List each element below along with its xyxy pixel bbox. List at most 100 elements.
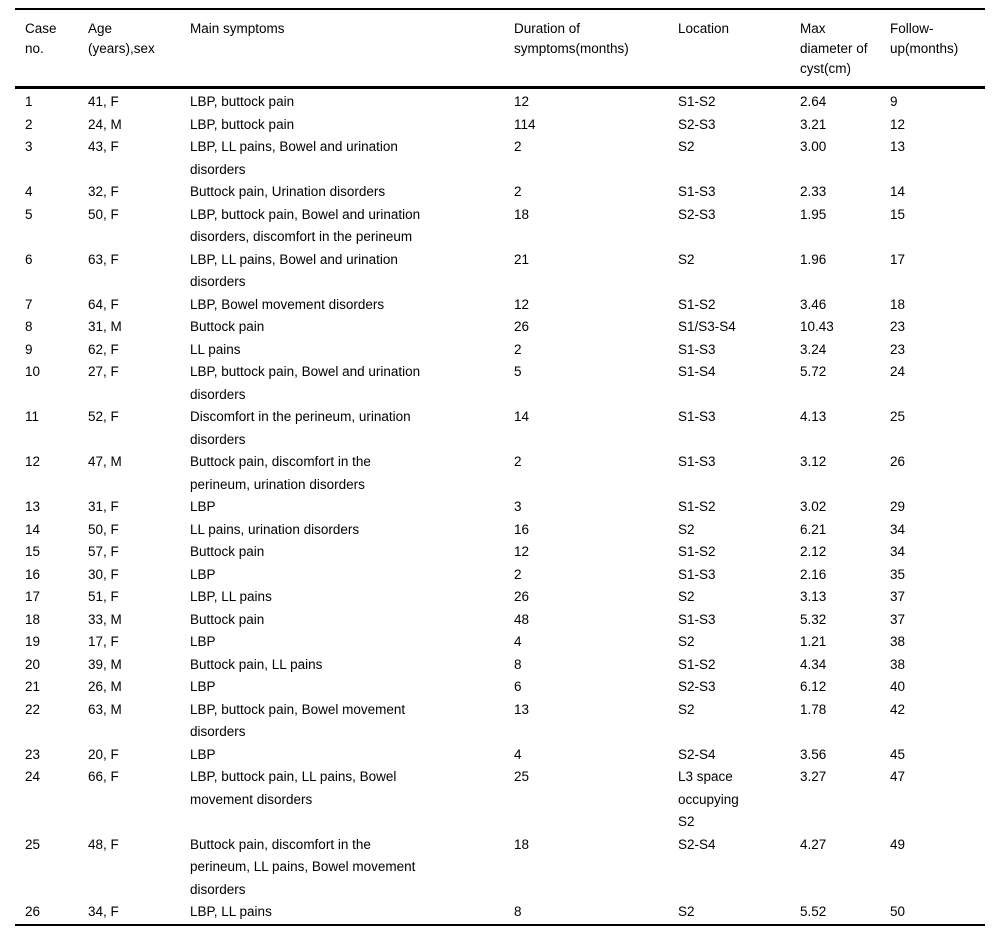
cell-main_symptoms: LBP, LL pains, Bowel and urination disor… bbox=[190, 251, 398, 290]
column-header-age-sex: Age (years),sex bbox=[78, 9, 180, 89]
cell-max_diameter: 3.46 bbox=[800, 296, 827, 312]
cell-location: S1-S3 bbox=[678, 409, 716, 424]
cell-case_no: 21 bbox=[25, 679, 41, 694]
table-row: 10 27, F LBP, buttock pain, Bowel and urin… bbox=[15, 361, 985, 406]
cell-max_diameter: 1.21 bbox=[800, 634, 827, 649]
cell-main_symptoms: LBP, buttock pain, LL pains, Bowel movem… bbox=[190, 769, 397, 807]
cell-max_diameter: 3.00 bbox=[800, 139, 827, 154]
cell-main_symptoms: LL pains, urination disorders bbox=[190, 521, 360, 537]
table-row: 12 47, M Buttock pain, discomfort in the p… bbox=[15, 451, 985, 496]
cell-max_diameter: 4.34 bbox=[800, 656, 827, 672]
table-row: 14 50, F LL pains, urination disorders 16 S2… bbox=[15, 519, 985, 542]
cell-age_sex: 39, M bbox=[88, 656, 122, 672]
cell-duration: 2 bbox=[514, 454, 522, 469]
cell-location: S1-S3 bbox=[678, 341, 716, 357]
cell-duration: 2 bbox=[514, 139, 522, 154]
cell-age_sex: 31, F bbox=[88, 499, 119, 514]
cell-max_diameter: 6.21 bbox=[800, 521, 827, 537]
table-row: 8 31, M Buttock pain 26 S1/S3-S4 10.43 23 bbox=[15, 316, 985, 339]
cell-age_sex: 52, F bbox=[88, 409, 119, 424]
cell-case_no: 5 bbox=[25, 206, 33, 222]
cell-max_diameter: 3.56 bbox=[800, 746, 827, 762]
cell-max_diameter: 2.16 bbox=[800, 566, 827, 582]
cell-case_no: 4 bbox=[25, 184, 33, 199]
table-row: 24 66, F LBP, buttock pain, LL pains, Bowe… bbox=[15, 766, 985, 834]
table-row: 26 34, F LBP, LL pains 8 S2 5.52 50 bbox=[15, 901, 985, 925]
cell-location: S1-S2 bbox=[678, 94, 716, 109]
cell-duration: 16 bbox=[514, 521, 530, 537]
cell-follow_up: 14 bbox=[890, 184, 906, 199]
cell-case_no: 9 bbox=[25, 341, 33, 357]
cell-age_sex: 62, F bbox=[88, 341, 119, 357]
cell-follow_up: 13 bbox=[890, 139, 906, 154]
cell-location: S1-S2 bbox=[678, 296, 716, 312]
header-row: Case no. Age (years),sex Main symptoms D… bbox=[15, 9, 985, 89]
cell-duration: 2 bbox=[514, 184, 522, 199]
cell-follow_up: 45 bbox=[890, 746, 906, 762]
cell-duration: 26 bbox=[514, 589, 530, 604]
cell-duration: 21 bbox=[514, 251, 530, 267]
cell-follow_up: 12 bbox=[890, 116, 906, 132]
cell-max_diameter: 2.33 bbox=[800, 184, 827, 199]
cell-case_no: 3 bbox=[25, 139, 33, 154]
table-row: 2 24, M LBP, buttock pain 114 S2-S3 3.21 12 bbox=[15, 114, 985, 137]
table-row: 4 32, F Buttock pain, Urination disorders 2… bbox=[15, 181, 985, 204]
cell-max_diameter: 3.13 bbox=[800, 589, 827, 604]
cell-main_symptoms: LBP, buttock pain, Bowel and urination d… bbox=[190, 206, 421, 245]
table-row: 17 51, F LBP, LL pains 26 S2 3.13 37 bbox=[15, 586, 985, 609]
cell-main_symptoms: Buttock pain, discomfort in the perineum… bbox=[190, 836, 416, 897]
cell-location: S1-S3 bbox=[678, 184, 716, 199]
cell-follow_up: 40 bbox=[890, 679, 906, 694]
clinical-cases-table: Case no. Age (years),sex Main symptoms D… bbox=[15, 8, 985, 926]
table-row: 6 63, F LBP, LL pains, Bowel and urination… bbox=[15, 249, 985, 294]
cell-location: S2 bbox=[678, 521, 695, 537]
cell-duration: 8 bbox=[514, 904, 522, 919]
cell-follow_up: 50 bbox=[890, 904, 906, 919]
cell-duration: 26 bbox=[514, 319, 530, 334]
cell-duration: 13 bbox=[514, 701, 530, 717]
cell-follow_up: 26 bbox=[890, 454, 906, 469]
cell-main_symptoms: LBP bbox=[190, 499, 216, 514]
cell-duration: 6 bbox=[514, 679, 522, 694]
table-row: 21 26, M LBP 6 S2-S3 6.12 40 bbox=[15, 676, 985, 699]
cell-location: S1-S3 bbox=[678, 611, 716, 627]
cell-age_sex: 26, M bbox=[88, 679, 122, 694]
table-row: 23 20, F LBP 4 S2-S4 3.56 45 bbox=[15, 744, 985, 767]
cell-case_no: 26 bbox=[25, 904, 41, 919]
cell-main_symptoms: Buttock pain bbox=[190, 319, 265, 334]
cell-case_no: 2 bbox=[25, 116, 33, 132]
cell-max_diameter: 1.78 bbox=[800, 701, 827, 717]
cell-case_no: 13 bbox=[25, 499, 41, 514]
cell-case_no: 19 bbox=[25, 634, 41, 649]
cell-main_symptoms: LBP, LL pains, Bowel and urination disor… bbox=[190, 139, 398, 177]
cell-case_no: 24 bbox=[25, 769, 41, 784]
cell-age_sex: 17, F bbox=[88, 634, 119, 649]
cell-age_sex: 57, F bbox=[88, 544, 119, 559]
cell-follow_up: 34 bbox=[890, 544, 906, 559]
cell-follow_up: 49 bbox=[890, 836, 906, 852]
cell-follow_up: 38 bbox=[890, 656, 906, 672]
cell-follow_up: 23 bbox=[890, 319, 906, 334]
cell-follow_up: 34 bbox=[890, 521, 906, 537]
cell-case_no: 18 bbox=[25, 611, 41, 627]
cell-main_symptoms: Buttock pain, discomfort in the perineum… bbox=[190, 454, 371, 492]
cell-age_sex: 51, F bbox=[88, 589, 119, 604]
cell-case_no: 16 bbox=[25, 566, 41, 582]
cell-follow_up: 35 bbox=[890, 566, 906, 582]
cell-location: S1-S4 bbox=[678, 364, 716, 379]
cell-main_symptoms: Discomfort in the perineum, urination di… bbox=[190, 409, 411, 447]
cell-main_symptoms: LBP bbox=[190, 679, 216, 694]
cell-location: S2-S3 bbox=[678, 116, 716, 132]
cell-max_diameter: 4.27 bbox=[800, 836, 827, 852]
cell-follow_up: 37 bbox=[890, 589, 906, 604]
table-row: 3 43, F LBP, LL pains, Bowel and urination… bbox=[15, 136, 985, 181]
cell-max_diameter: 4.13 bbox=[800, 409, 827, 424]
cell-duration: 2 bbox=[514, 341, 522, 357]
cell-age_sex: 66, F bbox=[88, 769, 119, 784]
cell-follow_up: 29 bbox=[890, 499, 906, 514]
cell-duration: 4 bbox=[514, 634, 522, 649]
cell-age_sex: 27, F bbox=[88, 364, 119, 379]
cell-duration: 8 bbox=[514, 656, 522, 672]
cell-location: S1-S2 bbox=[678, 544, 716, 559]
